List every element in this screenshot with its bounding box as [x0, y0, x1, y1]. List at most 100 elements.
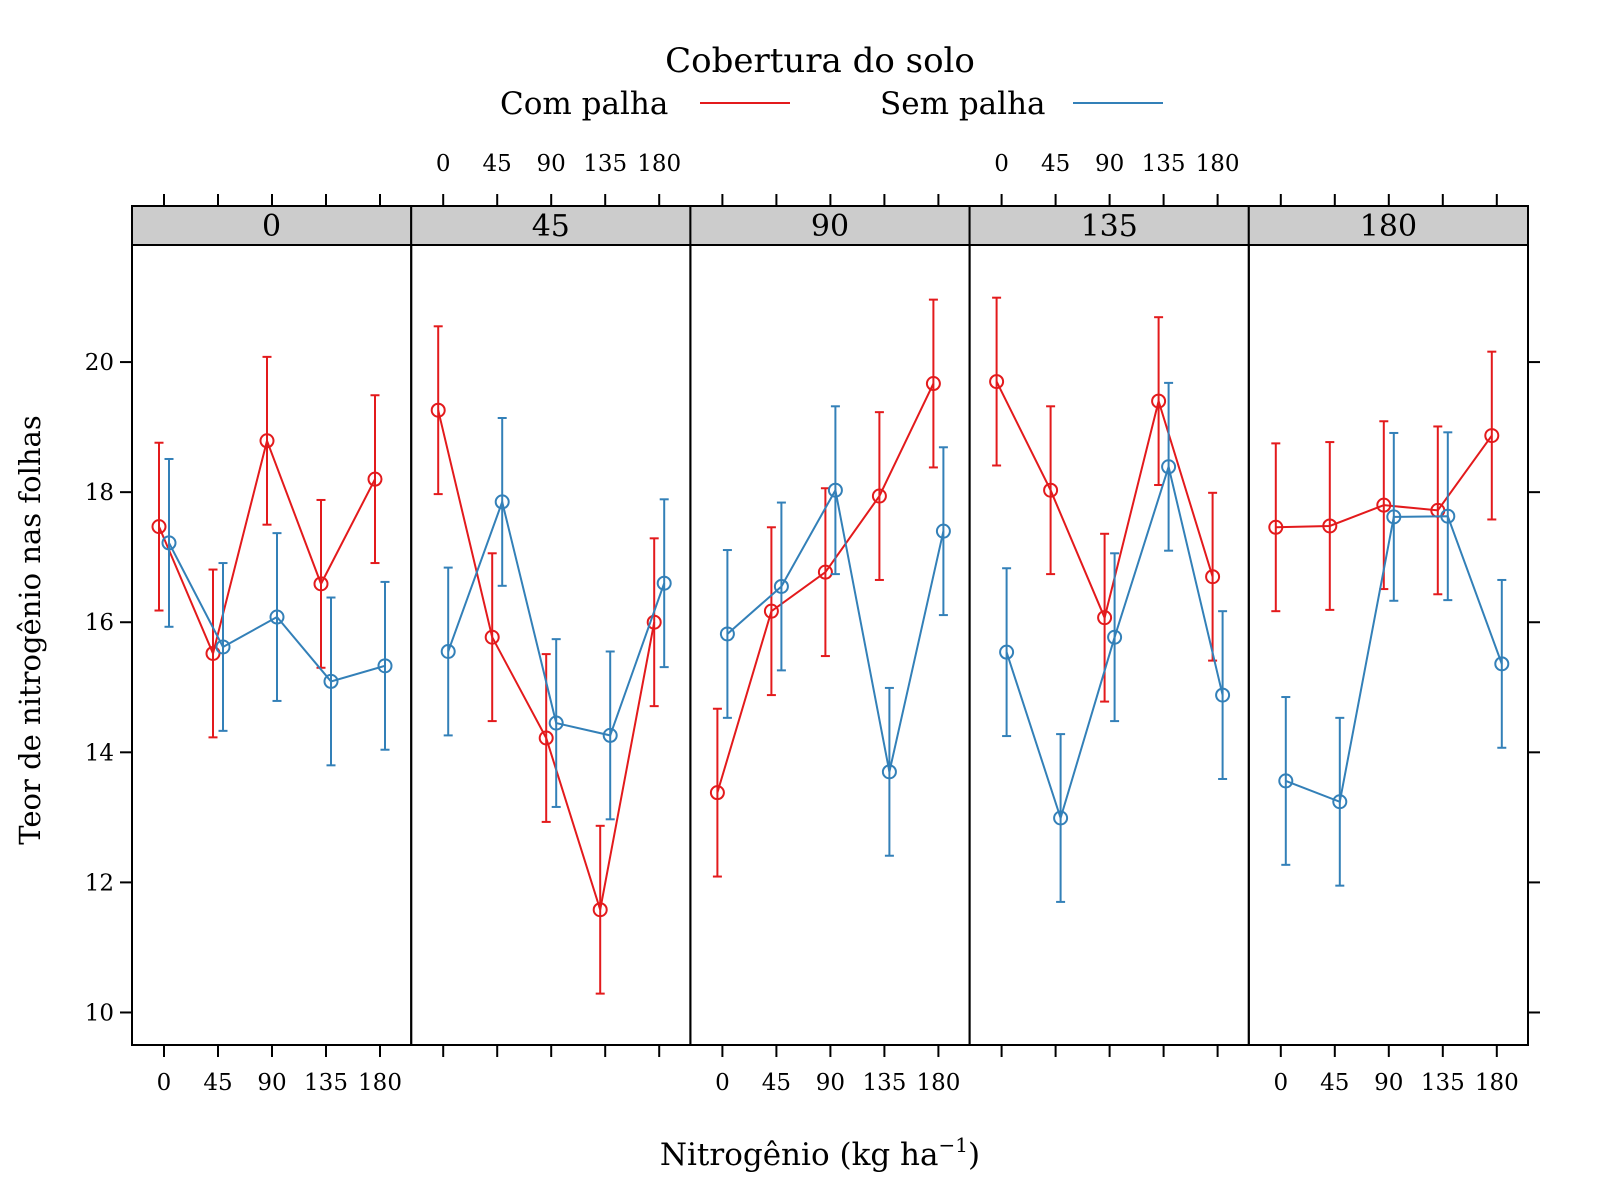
- data-point-2-0-0: [709, 785, 725, 801]
- x-tick-label-bottom-4-4: 180: [1475, 1070, 1519, 1096]
- data-point-3-0-0: [989, 374, 1005, 390]
- data-point-4-1-4: [1494, 656, 1510, 672]
- panel-strip-label-3: 135: [1081, 209, 1138, 244]
- data-point-2-0-1: [763, 603, 779, 619]
- panels: 0 45 90 135 180: [131, 205, 1530, 1046]
- x-tick-label-bottom-0-0: 0: [157, 1070, 172, 1096]
- data-point-1-1-4: [656, 575, 672, 591]
- data-point-0-0-4: [367, 471, 383, 487]
- data-point-3-1-0: [999, 644, 1015, 660]
- data-point-1-1-1: [494, 494, 510, 510]
- series-line-3-0: [995, 381, 1214, 621]
- data-point-1-0-2: [538, 730, 554, 746]
- x-axis-label-unit: (kg ha: [839, 1137, 938, 1173]
- panel-frame-0: [131, 244, 413, 1046]
- data-point-1-1-2: [548, 715, 564, 731]
- x-tick-label-top-3-4: 180: [1196, 151, 1240, 177]
- legend-label-0: Com palha: [500, 86, 668, 122]
- x-tick-label-bottom-2-1: 45: [762, 1070, 791, 1096]
- series-line-2-1: [726, 487, 945, 773]
- data-point-1-0-1: [484, 629, 500, 645]
- x-tick-label-top-1-0: 0: [436, 151, 451, 177]
- data-point-0-0-0: [151, 519, 167, 535]
- panel-1: 45: [410, 205, 692, 1046]
- data-point-4-0-1: [1322, 518, 1338, 534]
- data-point-2-1-2: [827, 482, 843, 498]
- panel-strip-label-1: 45: [532, 209, 570, 244]
- x-tick-label-bottom-4-1: 45: [1320, 1070, 1349, 1096]
- data-point-4-0-0: [1268, 519, 1284, 535]
- x-axis: 0 45 90 135 180 0 45 90 135 180 0 45 90 135 180 0 45 90 13…: [157, 151, 1519, 1096]
- data-point-3-1-4: [1215, 687, 1231, 703]
- y-tick-label-2: 14: [85, 740, 114, 766]
- data-point-0-0-2: [259, 433, 275, 449]
- data-point-2-1-4: [935, 523, 951, 539]
- y-tick-label-5: 20: [85, 350, 114, 376]
- panel-strip-1: [410, 205, 692, 246]
- panel-4: 180: [1247, 205, 1530, 1046]
- x-tick-label-bottom-4-3: 135: [1421, 1070, 1465, 1096]
- data-point-2-0-3: [871, 488, 887, 504]
- x-tick-label-top-1-4: 180: [637, 151, 681, 177]
- series-line-1-0: [437, 409, 656, 911]
- data-point-4-0-2: [1376, 497, 1392, 513]
- x-axis-label-exponent: −1: [939, 1133, 968, 1157]
- panel-frame-2: [689, 244, 971, 1046]
- data-point-2-0-2: [817, 564, 833, 580]
- data-point-0-1-0: [161, 535, 177, 551]
- x-tick-label-bottom-2-2: 90: [816, 1070, 845, 1096]
- x-tick-label-top-3-2: 90: [1095, 151, 1124, 177]
- legend-label-1: Sem palha: [880, 86, 1046, 122]
- legend: Com palha Sem palha: [500, 86, 1163, 122]
- data-point-1-0-0: [430, 402, 446, 418]
- x-tick-label-bottom-0-3: 135: [304, 1070, 348, 1096]
- y-axis: 10 12 14 16 18 20: [85, 350, 1540, 1026]
- x-axis-label: Nitrogênio (kg ha−1): [660, 1133, 980, 1173]
- data-point-4-1-0: [1278, 773, 1294, 789]
- y-tick-label-3: 16: [85, 610, 114, 636]
- data-point-1-0-4: [646, 614, 662, 630]
- data-point-0-1-4: [377, 658, 393, 674]
- x-axis-label-close: ): [968, 1137, 980, 1173]
- data-point-4-0-4: [1484, 428, 1500, 444]
- x-tick-label-bottom-4-2: 90: [1374, 1070, 1403, 1096]
- y-tick-label-4: 18: [85, 480, 114, 506]
- data-point-1-1-3: [602, 727, 618, 743]
- panel-strip-label-4: 180: [1360, 209, 1417, 244]
- data-point-3-0-3: [1151, 393, 1167, 409]
- data-point-4-1-1: [1332, 794, 1348, 810]
- data-point-3-0-2: [1097, 610, 1113, 626]
- data-point-2-1-3: [881, 764, 897, 780]
- x-tick-label-bottom-4-0: 0: [1273, 1070, 1288, 1096]
- x-tick-label-top-3-3: 135: [1142, 151, 1186, 177]
- x-tick-label-bottom-2-0: 0: [715, 1070, 730, 1096]
- legend-title: Cobertura do solo: [665, 41, 975, 81]
- x-tick-label-bottom-2-4: 180: [916, 1070, 960, 1096]
- panel-strip-label-2: 90: [811, 209, 849, 244]
- series-line-4-1: [1285, 515, 1503, 804]
- data-point-4-1-3: [1440, 508, 1456, 524]
- data-point-0-1-2: [269, 609, 285, 625]
- panel-3: 135: [968, 205, 1250, 1046]
- data-point-1-0-3: [592, 902, 608, 918]
- data-point-2-1-0: [719, 626, 735, 642]
- data-point-0-1-3: [323, 673, 339, 689]
- data-point-3-1-3: [1161, 459, 1177, 475]
- data-point-3-0-1: [1043, 482, 1059, 498]
- y-axis-label: Teor de nitrogênio nas folhas: [13, 415, 47, 844]
- x-tick-label-top-1-1: 45: [483, 151, 512, 177]
- x-tick-label-bottom-0-4: 180: [358, 1070, 402, 1096]
- panel-strip-label-0: 0: [262, 209, 281, 244]
- x-tick-label-top-1-3: 135: [583, 151, 627, 177]
- x-axis-label-main: Nitrogênio: [660, 1137, 830, 1173]
- x-tick-label-bottom-2-3: 135: [862, 1070, 906, 1096]
- panel-frame-1: [410, 244, 692, 1046]
- series-line-3-1: [1005, 463, 1224, 822]
- data-point-3-1-2: [1107, 629, 1123, 645]
- data-point-2-1-1: [773, 578, 789, 594]
- x-tick-label-top-3-1: 45: [1041, 151, 1070, 177]
- series-line-2-0: [716, 383, 935, 793]
- data-point-0-1-1: [215, 639, 231, 655]
- data-point-4-1-2: [1386, 509, 1402, 525]
